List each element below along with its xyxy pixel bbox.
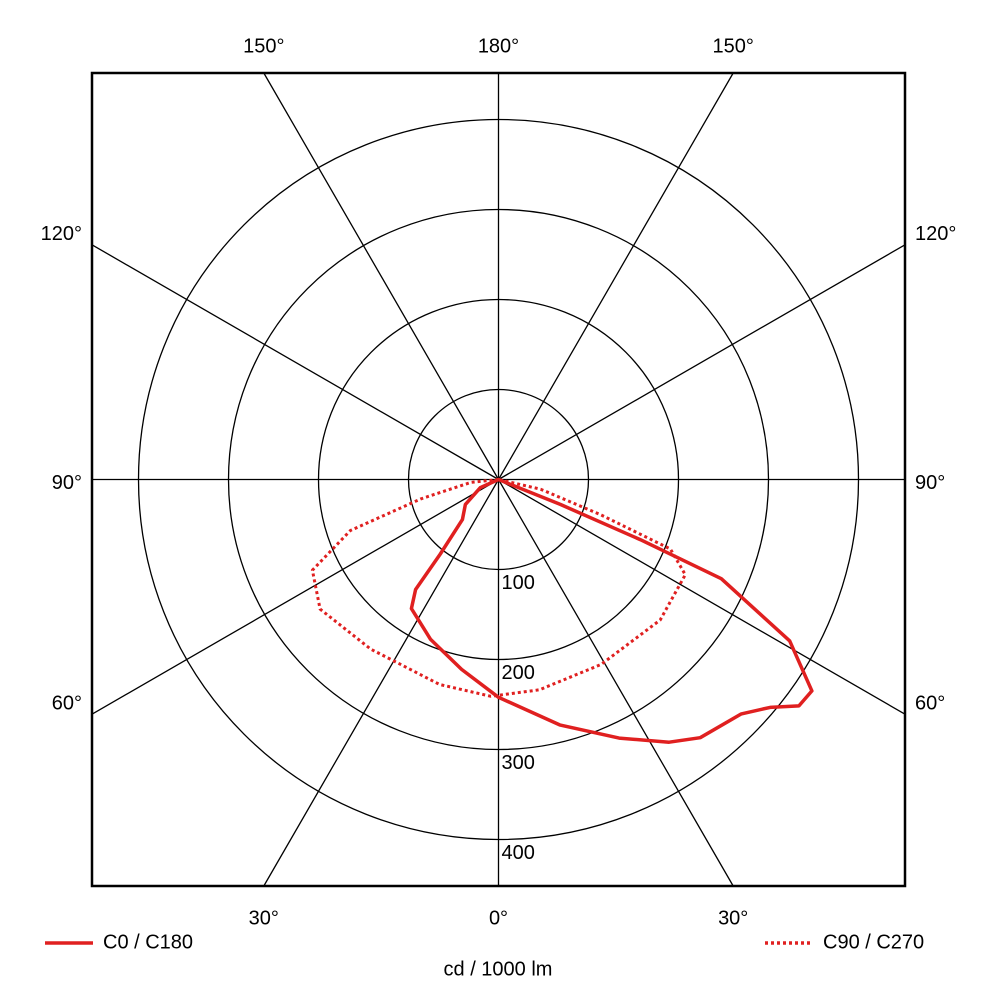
spoke xyxy=(91,244,499,481)
spoke xyxy=(498,478,906,715)
polar-curve xyxy=(409,477,814,744)
legend-label: C0 / C180 xyxy=(103,931,193,953)
spoke xyxy=(91,478,499,715)
spoke xyxy=(263,479,500,887)
angle-tick-label: 180° xyxy=(478,35,519,57)
angle-tick-label: 120° xyxy=(41,223,82,245)
r-tick-label: 200 xyxy=(502,662,535,684)
spoke xyxy=(497,479,734,887)
angle-tick-label: 0° xyxy=(489,907,508,929)
angle-tick-label: 30° xyxy=(718,907,748,929)
r-tick-label: 400 xyxy=(502,842,535,864)
spoke xyxy=(497,72,734,480)
angle-tick-label: 120° xyxy=(915,223,956,245)
legend-label: C90 / C270 xyxy=(823,931,924,953)
polar-curve xyxy=(310,478,687,698)
spoke xyxy=(498,244,906,481)
angle-tick-label: 150° xyxy=(243,35,284,57)
r-tick-label: 300 xyxy=(502,752,535,774)
angle-tick-label: 60° xyxy=(915,692,945,714)
angle-tick-label: 150° xyxy=(713,35,754,57)
r-tick-label: 100 xyxy=(502,572,535,594)
spoke xyxy=(263,72,500,480)
angle-tick-label: 90° xyxy=(52,472,82,494)
angle-tick-label: 60° xyxy=(52,692,82,714)
angle-tick-label: 90° xyxy=(915,472,945,494)
axis-label: cd / 1000 lm xyxy=(444,958,553,980)
angle-tick-label: 30° xyxy=(249,907,279,929)
